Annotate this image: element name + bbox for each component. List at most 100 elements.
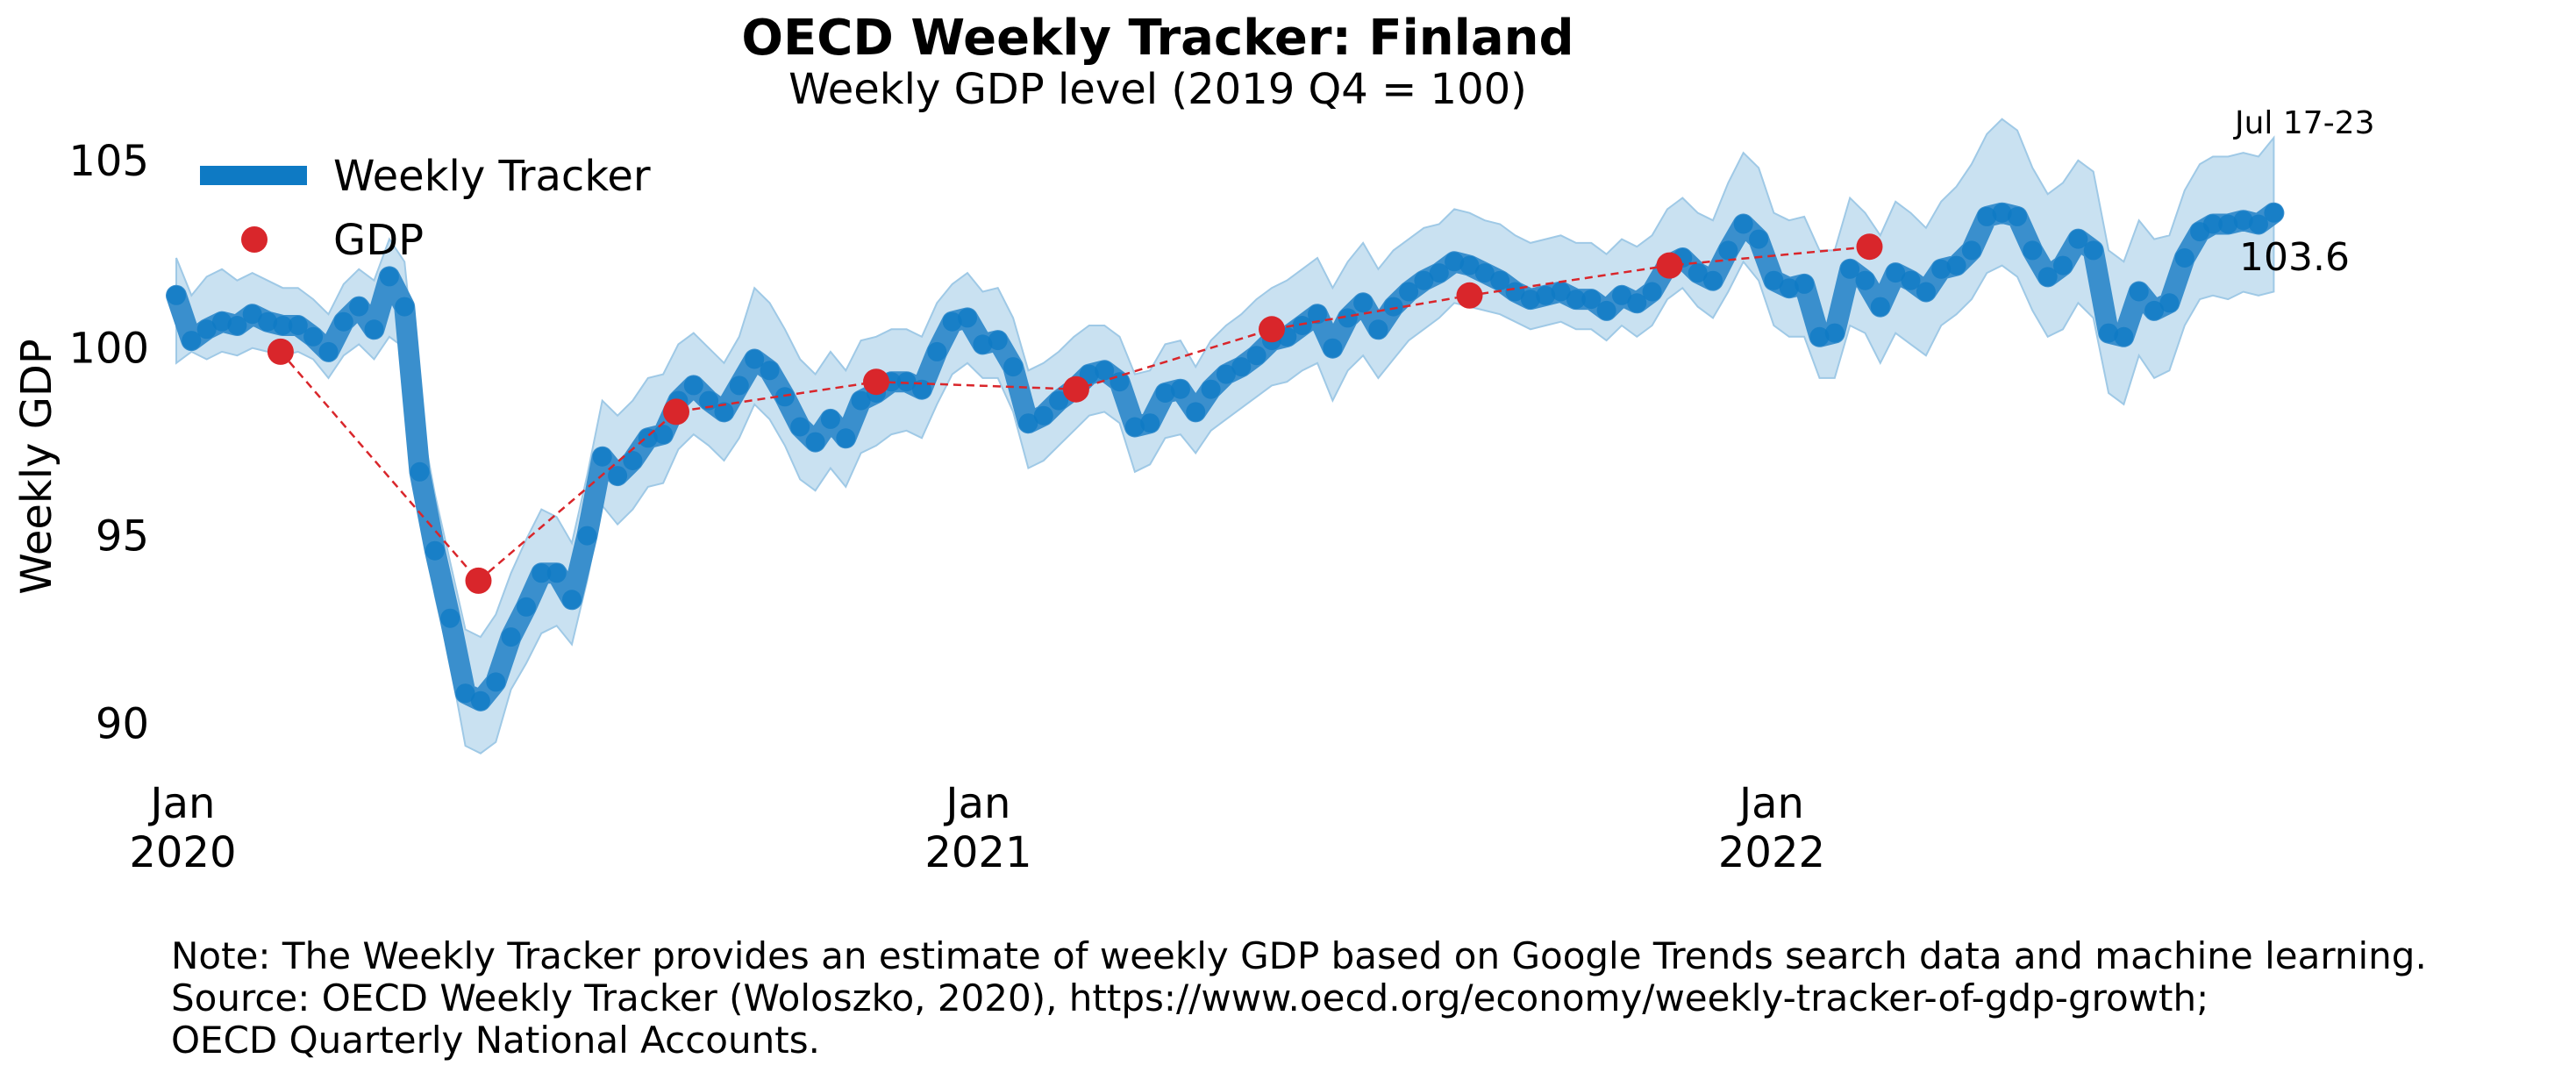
gdp-point (1456, 282, 1483, 309)
tracker-point (2174, 248, 2194, 268)
tracker-point (1399, 282, 1419, 302)
tracker-point (2203, 214, 2223, 234)
tracker-point (2008, 206, 2027, 226)
x-tick-year: 2021 (924, 828, 1031, 877)
y-tick-label: 105 (68, 137, 149, 186)
tracker-point (395, 297, 415, 317)
tracker-point (2159, 293, 2180, 313)
tracker-point (774, 387, 795, 407)
tracker-point (1642, 282, 1662, 302)
tracker-point (729, 375, 749, 396)
gdp-point (465, 567, 492, 594)
tracker-point (1992, 203, 2012, 223)
last-value-annotation: 103.6 (2239, 235, 2350, 280)
tracker-point (196, 319, 217, 340)
tracker-point (2249, 214, 2268, 234)
tracker-point (1429, 263, 1449, 283)
tracker-point (212, 311, 232, 332)
tracker-point (1977, 206, 1997, 226)
tracker-point (2218, 214, 2238, 234)
tracker-point (1246, 346, 1267, 366)
tracker-point (836, 428, 856, 448)
legend-gdp-swatch (241, 226, 268, 253)
tracker-point (1566, 290, 1586, 310)
tracker-point (1886, 263, 1906, 283)
tracker-point (2233, 211, 2253, 231)
tracker-point (1170, 379, 1190, 399)
gdp-points (267, 233, 1883, 594)
tracker-point (2023, 240, 2043, 261)
x-tick-month: Jan (147, 779, 215, 828)
tracker-point (1536, 285, 1556, 305)
tracker-point (2083, 240, 2103, 261)
tracker-point (1779, 278, 1799, 298)
legend-gdp-label: GDP (333, 216, 424, 265)
tracker-point (927, 341, 947, 361)
tracker-point (1551, 282, 1571, 302)
tracker-point (1445, 252, 1465, 272)
tracker-point (1840, 259, 1860, 279)
tracker-point (517, 597, 536, 617)
tracker-point (1003, 357, 1024, 377)
tracker-point (242, 304, 262, 325)
tracker-point (501, 627, 521, 647)
tracker-point (1824, 323, 1845, 343)
tracker-point (1124, 417, 1145, 437)
tracker-point (167, 285, 186, 305)
tracker-point (1916, 282, 1936, 302)
tracker-point (1596, 300, 1616, 320)
tracker-point (349, 297, 369, 317)
tracker-point (820, 409, 840, 429)
tracker-point (1186, 402, 1206, 422)
tracker-point (896, 372, 917, 392)
tracker-point (1338, 308, 1358, 328)
tracker-point (653, 425, 674, 445)
tracker-point (1201, 379, 1221, 399)
tracker-point (1368, 319, 1388, 340)
note-line-1: Note: The Weekly Tracker provides an est… (171, 934, 2427, 977)
tracker-point (1733, 214, 1753, 234)
y-axis-label: Weekly GDP (12, 339, 61, 595)
x-tick-month: Jan (943, 779, 1010, 828)
tracker-point (288, 316, 308, 335)
tracker-point (745, 349, 765, 369)
tracker-point (2053, 255, 2073, 275)
tracker-point (318, 341, 339, 361)
tracker-point (958, 308, 977, 328)
tracker-point (1033, 405, 1053, 426)
tracker-point (1627, 293, 1647, 313)
tracker-point (470, 690, 490, 711)
tracker-point (942, 311, 962, 332)
legend-tracker-label: Weekly Tracker (333, 152, 651, 201)
tracker-point (1901, 270, 1921, 290)
tracker-point (440, 608, 460, 628)
tracker-point (486, 672, 506, 692)
tracker-point (1231, 357, 1252, 377)
tracker-point (1049, 390, 1069, 411)
x-tick-year: 2022 (1718, 828, 1825, 877)
tracker-point (912, 379, 931, 399)
tracker-point (425, 540, 445, 561)
tracker-point (988, 331, 1008, 351)
tracker-point (1961, 240, 1981, 261)
tracker-point (1795, 274, 1815, 294)
tracker-point (333, 311, 353, 332)
chart-subtitle: Weekly GDP level (2019 Q4 = 100) (788, 65, 1527, 114)
tracker-point (1459, 255, 1480, 275)
tracker-point (2129, 282, 2149, 302)
tracker-point (973, 334, 993, 354)
tracker-point (2144, 300, 2165, 320)
y-tick-label: 90 (96, 699, 149, 748)
tracker-point (1095, 361, 1115, 381)
tracker-point (592, 447, 612, 467)
tracker-point (455, 683, 475, 704)
tracker-point (623, 451, 643, 470)
tracker-point (608, 466, 628, 486)
tracker-point (258, 311, 278, 332)
tracker-point (410, 461, 430, 482)
tracker-point (532, 563, 552, 583)
x-tick-year: 2020 (129, 828, 236, 877)
tracker-point (562, 590, 582, 610)
